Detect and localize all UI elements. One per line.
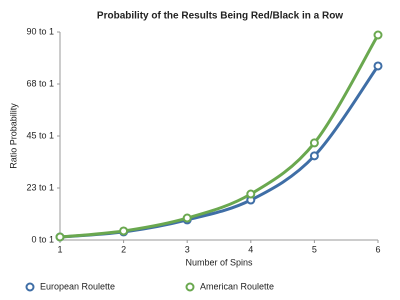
x-axis-label: Number of Spins xyxy=(185,257,253,267)
legend-label: European Roulette xyxy=(40,281,115,291)
x-tick-label: 5 xyxy=(312,244,317,254)
x-tick-label: 4 xyxy=(248,244,253,254)
point xyxy=(55,232,65,242)
point xyxy=(309,138,319,148)
x-tick-label: 3 xyxy=(185,244,190,254)
y-tick-label: 90 to 1 xyxy=(26,26,54,36)
y-tick-label: 68 to 1 xyxy=(26,78,54,88)
point xyxy=(246,189,256,199)
y-tick-label: 0 to 1 xyxy=(31,234,54,244)
point xyxy=(182,213,192,223)
point xyxy=(309,151,319,161)
x-tick-label: 2 xyxy=(121,244,126,254)
y-axis-label: Ratio Probability xyxy=(8,103,18,169)
y-tick-label: 23 to 1 xyxy=(26,182,54,192)
chart-title: Probability of the Results Being Red/Bla… xyxy=(97,11,343,22)
legend-marker xyxy=(25,282,35,292)
x-tick-label: 6 xyxy=(375,244,380,254)
x-tick-label: 1 xyxy=(57,244,62,254)
legend-marker xyxy=(185,282,195,292)
legend-label: American Roulette xyxy=(200,281,274,291)
point xyxy=(373,61,383,71)
y-tick-label: 45 to 1 xyxy=(26,130,54,140)
series-line xyxy=(59,65,380,239)
point xyxy=(373,30,383,40)
point xyxy=(119,226,129,236)
